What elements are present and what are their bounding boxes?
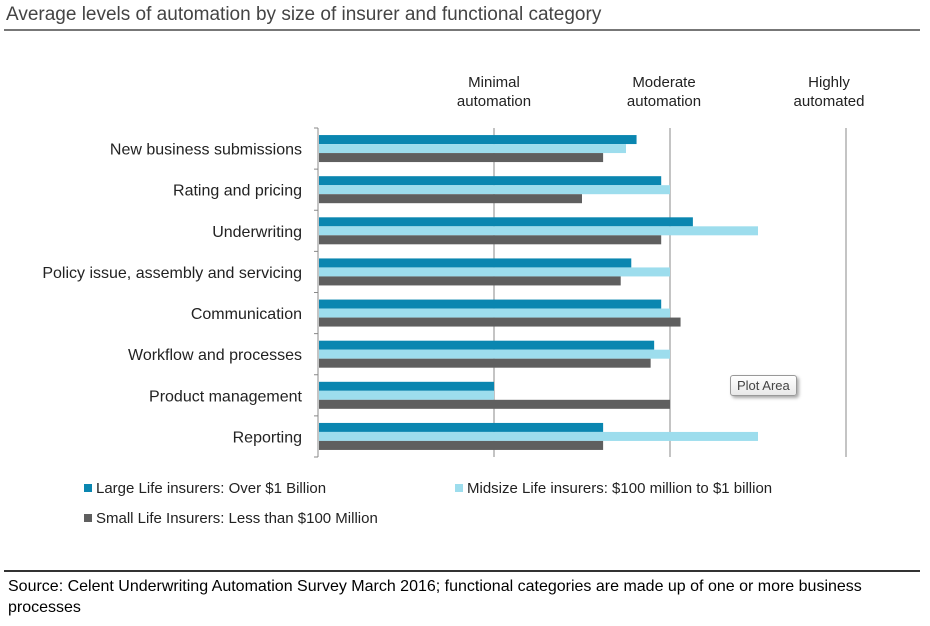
x-tick-label: Highly: [808, 74, 850, 91]
bar: [319, 381, 494, 391]
chart-title: Average levels of automation by size of …: [6, 4, 602, 25]
bar: [319, 317, 681, 327]
bar: [319, 235, 662, 245]
legend-swatch: [455, 484, 463, 492]
bar: [319, 422, 604, 432]
legend-swatch: [84, 514, 92, 522]
source-note: Source: Celent Underwriting Automation S…: [8, 578, 862, 616]
category-label: New business submissions: [110, 142, 302, 159]
bar: [319, 440, 604, 450]
bar: [319, 349, 670, 359]
bar: [319, 267, 670, 277]
bar: [319, 226, 758, 236]
bar: [319, 258, 632, 268]
category-label: Reporting: [233, 429, 302, 446]
bar: [319, 390, 494, 400]
category-label: Workflow and processes: [128, 347, 302, 364]
bar: [319, 194, 582, 204]
bar: [319, 176, 662, 186]
legend-swatch: [84, 484, 92, 492]
category-label: Communication: [191, 306, 302, 323]
legend-label: Small Life Insurers: Less than $100 Mill…: [96, 510, 378, 527]
bar: [319, 340, 655, 350]
x-tick-label: automated: [794, 93, 865, 110]
bar: [319, 153, 604, 163]
bar: [319, 276, 621, 286]
x-tick-label: Moderate: [632, 74, 695, 91]
category-label: Policy issue, assembly and servicing: [42, 265, 302, 282]
x-tick-label: automation: [627, 93, 701, 110]
bar: [319, 217, 693, 227]
category-label: Underwriting: [212, 224, 302, 241]
category-label: Rating and pricing: [173, 183, 302, 200]
bar: [319, 358, 651, 368]
bar: [319, 431, 758, 441]
bar: [319, 185, 670, 195]
title-divider: [4, 29, 920, 31]
bar: [319, 308, 670, 318]
bar: [319, 399, 670, 409]
x-tick-label: Minimal: [468, 74, 520, 91]
legend-label: Large Life insurers: Over $1 Billion: [96, 480, 326, 497]
bar: [319, 135, 637, 145]
legend-label: Midsize Life insurers: $100 million to $…: [467, 480, 772, 497]
bar: [319, 144, 626, 154]
bar: [319, 299, 662, 309]
category-label: Product management: [149, 388, 303, 405]
x-tick-label: automation: [457, 93, 531, 110]
plot-area-tooltip: Plot Area: [730, 375, 797, 396]
source-divider: [4, 570, 920, 572]
